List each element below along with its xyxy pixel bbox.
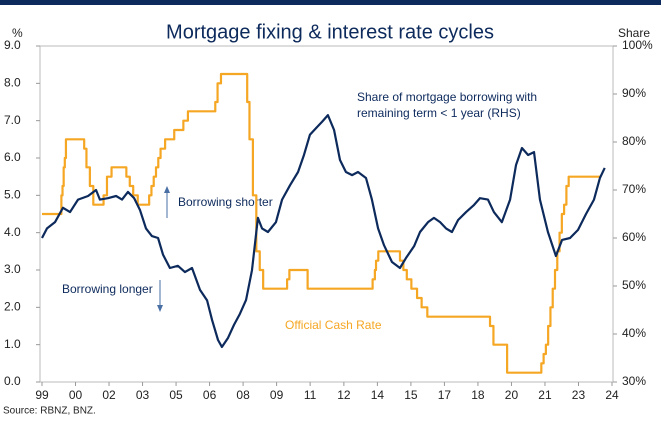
annotation: Borrowing shorter [178, 195, 273, 209]
y-tick-label: 3.0 [4, 262, 21, 276]
arrow-head [164, 186, 170, 193]
y-axis-label: % [12, 26, 23, 40]
y2-tick-label: 90% [622, 86, 646, 100]
x-tick-label: 08 [236, 388, 250, 402]
x-tick-label: 24 [605, 388, 619, 402]
x-tick-label: 09 [270, 388, 284, 402]
plot-frame [39, 45, 614, 383]
x-tick-label: 00 [69, 388, 83, 402]
x-tick-label: 23 [572, 388, 586, 402]
y-tick-label: 0.0 [4, 374, 21, 388]
source: Source: RBNZ, BNZ. [3, 406, 96, 417]
y-tick-label: 1.0 [4, 337, 21, 351]
arrow-head [157, 305, 163, 312]
x-tick-label: 14 [371, 388, 385, 402]
series-label: Share of mortgage borrowing with remaini… [357, 90, 538, 120]
x-tick-label: 21 [538, 388, 552, 402]
x-tick-label: 12 [337, 388, 351, 402]
y2-tick-label: 30% [622, 374, 646, 388]
y-tick-label: 5.0 [4, 188, 21, 202]
x-tick-label: 17 [438, 388, 452, 402]
y-tick-label: 9.0 [4, 38, 21, 52]
y2-tick-label: 100% [622, 38, 653, 52]
y2-tick-label: 80% [622, 134, 646, 148]
y2-axis-label: Share [618, 26, 650, 40]
top-bar [0, 0, 661, 5]
y-tick-label: 7.0 [4, 113, 21, 127]
chart-title: Mortgage fixing & interest rate cycles [166, 21, 494, 43]
x-tick-label: 99 [35, 388, 49, 402]
x-tick-label: 03 [136, 388, 150, 402]
x-tick-label: 18 [471, 388, 485, 402]
series-line [41, 114, 606, 349]
y2-tick-label: 40% [622, 326, 646, 340]
x-tick-label: 11 [304, 388, 317, 402]
x-tick-label: 06 [203, 388, 217, 402]
x-tick-label: 15 [404, 388, 418, 402]
y-tick-label: 6.0 [4, 150, 21, 164]
y-tick-label: 2.0 [4, 300, 21, 314]
series-label: Official Cash Rate [285, 318, 382, 332]
y2-tick-label: 70% [622, 182, 646, 196]
x-tick-label: 20 [505, 388, 519, 402]
x-tick-label: 05 [169, 388, 183, 402]
y-tick-label: 8.0 [4, 76, 21, 90]
annotation: Borrowing longer [62, 282, 153, 296]
y-tick-label: 4.0 [4, 225, 21, 239]
y2-tick-label: 50% [622, 278, 646, 292]
y2-tick-label: 60% [622, 230, 646, 244]
x-tick-label: 02 [102, 388, 116, 402]
